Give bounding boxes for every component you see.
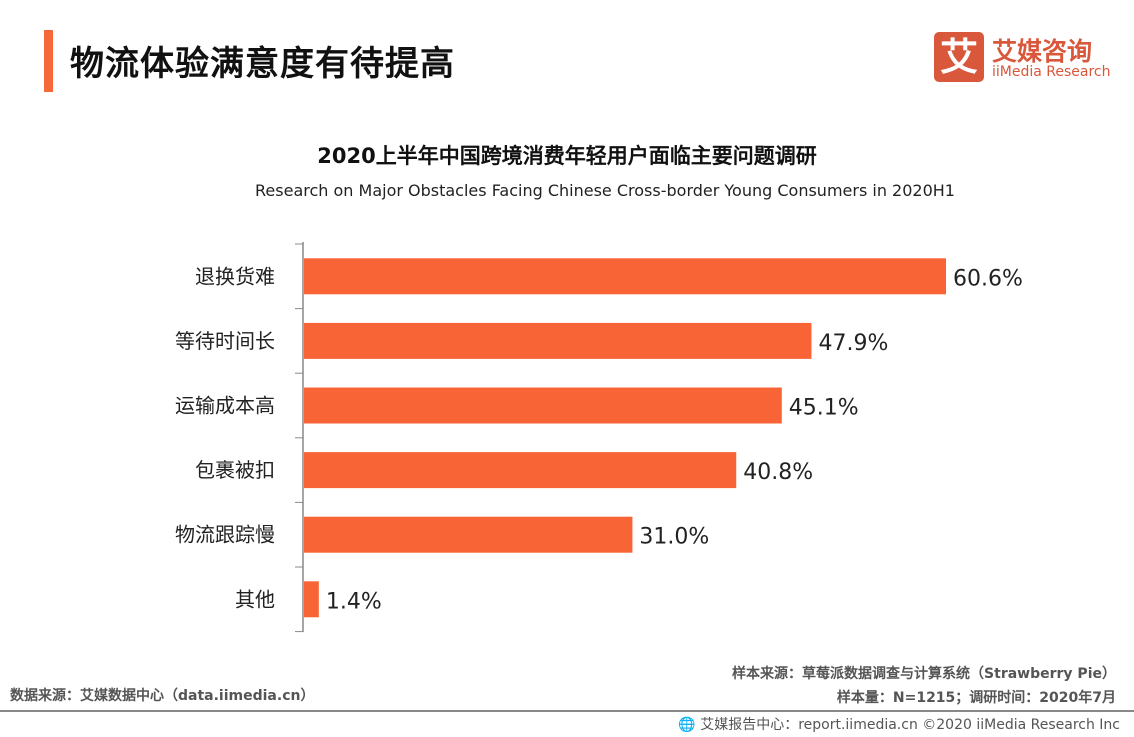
footer-divider [0, 710, 1134, 712]
category-label: 包裹被扣 [195, 458, 275, 482]
category-label: 退换货难 [195, 264, 275, 288]
category-label: 等待时间长 [175, 329, 275, 353]
category-label: 其他 [235, 587, 275, 611]
logo-mark: 艾 [934, 32, 984, 82]
bar [304, 452, 737, 489]
bar [304, 581, 319, 618]
chart-title: 2020上半年中国跨境消费年轻用户面临主要问题调研 [317, 144, 817, 168]
footer-copyright-text: 艾媒报告中心：report.iimedia.cn ©2020 iiMedia R… [700, 717, 1120, 733]
data-label: 45.1% [789, 396, 859, 421]
logo: 艾 艾媒咨询 iiMedia Research [934, 32, 1114, 84]
data-label: 31.0% [639, 525, 709, 550]
data-source: 数据来源：艾媒数据中心（data.iimedia.cn） [10, 688, 315, 704]
category-label: 物流跟踪慢 [175, 523, 275, 547]
page-title: 物流体验满意度有待提高 [70, 44, 455, 84]
title-accent-bar [44, 30, 53, 92]
chart-subtitle: Research on Major Obstacles Facing Chine… [255, 181, 955, 200]
logo-cn-text: 艾媒咨询 [992, 37, 1093, 66]
bar [304, 258, 946, 295]
category-label: 运输成本高 [175, 394, 275, 418]
bar [304, 387, 782, 424]
bar [304, 322, 812, 359]
footer-copyright: 🌐 艾媒报告中心：report.iimedia.cn ©2020 iiMedia… [678, 714, 1120, 734]
data-label: 47.9% [818, 331, 888, 356]
globe-cursor-icon: 🌐 [678, 717, 701, 733]
bar [304, 516, 633, 553]
data-label: 1.4% [326, 589, 382, 614]
data-label: 60.6% [953, 266, 1023, 291]
data-label: 40.8% [743, 460, 813, 485]
sample-source: 样本来源：草莓派数据调查与计算系统（Strawberry Pie） [732, 666, 1116, 682]
logo-en-text: iiMedia Research [992, 64, 1111, 80]
sample-size: 样本量：N=1215；调研时间：2020年7月 [836, 690, 1116, 706]
